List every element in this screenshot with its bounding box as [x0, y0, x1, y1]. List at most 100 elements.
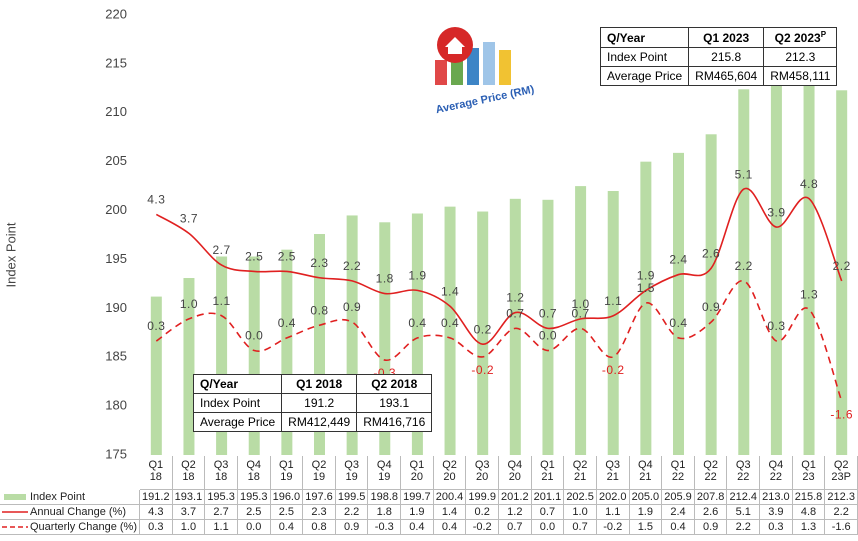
data-label: 2.6 [702, 246, 720, 260]
table-cell: 215.8 [689, 48, 764, 67]
data-label: 4.8 [800, 177, 818, 191]
table-value: 2.5 [238, 505, 271, 520]
cell-text: 212.3 [785, 50, 815, 64]
y-tick-label: 215 [105, 55, 127, 70]
table-cell: Average Price [601, 67, 689, 86]
bar [445, 207, 456, 455]
table-value: 0.7 [564, 520, 597, 535]
table-value: 1.0 [173, 520, 206, 535]
cell-text: 215.8 [711, 50, 741, 64]
data-label: 0.4 [408, 316, 426, 330]
y-tick-label: 180 [105, 398, 127, 413]
table-cell: Average Price [194, 413, 282, 432]
x-tick-label: Q3 22 [727, 456, 760, 490]
table-value: 202.5 [564, 490, 597, 505]
table-value: 196.0 [271, 490, 304, 505]
x-tick-label: Q2 19 [303, 456, 336, 490]
table-value: 0.9 [695, 520, 728, 535]
table-value: 3.9 [760, 505, 793, 520]
data-label: 0.7 [506, 307, 524, 321]
table-value: -0.2 [597, 520, 630, 535]
page: Index Point Average Price (RM) 175180185… [0, 0, 858, 541]
cell-text: RM458,111 [770, 69, 830, 83]
data-label: 0.9 [343, 300, 361, 314]
table-cell: Q1 2023 [689, 28, 764, 48]
cell-text: RM465,604 [695, 69, 757, 83]
cell-text: Q/Year [607, 31, 645, 45]
cell-text: Index Point [200, 396, 260, 410]
data-label: 1.9 [408, 269, 426, 283]
y-tick-label: 195 [105, 251, 127, 266]
table-value: 0.8 [303, 520, 336, 535]
x-tick-label: Q1 19 [271, 456, 304, 490]
data-label: 2.4 [669, 253, 687, 267]
x-tick-label: Q4 22 [760, 456, 793, 490]
data-label: 2.5 [245, 250, 263, 264]
data-label: 1.1 [212, 294, 230, 308]
x-tick-label: Q2 22 [695, 456, 728, 490]
table-value: 0.4 [662, 520, 695, 535]
data-label: 0.4 [278, 316, 296, 330]
table-value: 1.0 [564, 505, 597, 520]
data-label: 1.4 [441, 284, 459, 298]
cell-text: RM412,449 [288, 415, 350, 429]
table-value: 5.1 [727, 505, 760, 520]
legend-label: Index Point [30, 491, 85, 503]
table-value: 199.7 [401, 490, 434, 505]
table-value: 200.4 [434, 490, 467, 505]
table-value: 207.8 [695, 490, 728, 505]
table-cell: Index Point [601, 48, 689, 67]
data-label: 2.7 [212, 243, 230, 257]
bar [673, 153, 684, 455]
cell-text: Average Price [200, 415, 275, 429]
table-value: -1.6 [825, 520, 858, 535]
table-value: 0.0 [532, 520, 565, 535]
x-tick-label: Q3 18 [205, 456, 238, 490]
table-cell: Q/Year [194, 375, 282, 394]
table-value: 193.1 [173, 490, 206, 505]
legend-label: Quarterly Change (%) [30, 521, 137, 533]
table-value: 1.8 [368, 505, 401, 520]
x-tick-label: Q3 19 [336, 456, 369, 490]
table-value: 0.3 [760, 520, 793, 535]
x-tick-label: Q2 20 [434, 456, 467, 490]
y-tick-label: 190 [105, 300, 127, 315]
data-label: 0.2 [474, 322, 492, 336]
bar [640, 162, 651, 455]
table-value: 205.9 [662, 490, 695, 505]
cell-text: 193.1 [379, 396, 409, 410]
bar [706, 134, 717, 455]
data-label: -1.6 [830, 407, 853, 421]
x-tick-label: Q1 22 [662, 456, 695, 490]
table-value: 0.3 [140, 520, 173, 535]
table-cell: Q2 2018 [357, 375, 432, 394]
data-label: 0.0 [245, 329, 263, 343]
data-label: 1.8 [376, 272, 394, 286]
table-value: 1.4 [434, 505, 467, 520]
cell-text: Q1 2023 [703, 31, 749, 45]
ticks: 175180185190195200205210215220 [105, 6, 136, 461]
table-cell: 191.2 [282, 394, 357, 413]
cell-text: RM416,716 [363, 415, 425, 429]
data-label: 5.1 [735, 167, 753, 181]
table-value: 195.3 [205, 490, 238, 505]
table-cell: RM458,111 [764, 67, 837, 86]
table-value: 205.0 [630, 490, 663, 505]
cell-text: Q1 2018 [296, 377, 342, 391]
x-tick-label: Q1 21 [532, 456, 565, 490]
table-value: 1.2 [499, 505, 532, 520]
inset-table: Q/Year Q1 2018 Q2 2018 Index Point 191.2 193.… [193, 374, 432, 432]
data-label: 0.8 [310, 303, 328, 317]
table-value: 0.2 [466, 505, 499, 520]
legend-swatch [0, 506, 30, 518]
data-label: 1.5 [637, 281, 655, 295]
table-value: 2.7 [205, 505, 238, 520]
table-value: 1.1 [597, 505, 630, 520]
data-label: 2.3 [310, 256, 328, 270]
table-value: 4.3 [140, 505, 173, 520]
table-value: 2.2 [336, 505, 369, 520]
x-tick-label: Q1 20 [401, 456, 434, 490]
y-axis-title: Index Point [3, 222, 18, 287]
table-value: 212.4 [727, 490, 760, 505]
bar [608, 191, 619, 455]
